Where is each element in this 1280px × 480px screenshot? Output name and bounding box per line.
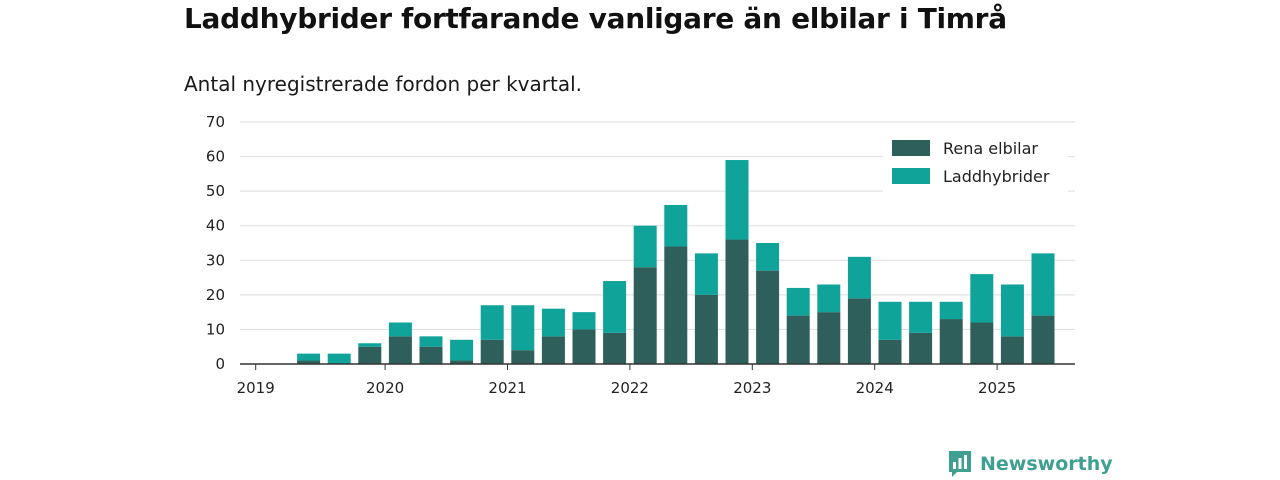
bar-laddhybrider xyxy=(1000,284,1024,337)
bar-rena-elbilar xyxy=(358,346,382,364)
y-tick-label: 70 xyxy=(206,113,225,131)
bar-laddhybrider xyxy=(939,301,963,320)
bar-rena-elbilar xyxy=(572,329,596,364)
bar-rena-elbilar xyxy=(786,315,810,364)
bar-laddhybrider xyxy=(511,305,535,351)
y-tick-label: 50 xyxy=(206,182,225,200)
bar-rena-elbilar xyxy=(388,336,412,364)
legend-swatch xyxy=(892,168,930,184)
bar-rena-elbilar xyxy=(603,332,627,364)
x-tick-label: 2022 xyxy=(611,379,649,397)
bar-rena-elbilar xyxy=(878,339,902,364)
bar-rena-elbilar xyxy=(1000,336,1024,364)
x-tick-label: 2021 xyxy=(488,379,526,397)
bar-laddhybrider xyxy=(664,204,688,247)
bar-rena-elbilar xyxy=(756,270,780,364)
bar-rena-elbilar xyxy=(939,319,963,364)
newsworthy-logo-icon xyxy=(949,451,971,477)
bar-rena-elbilar xyxy=(847,298,871,364)
bar-laddhybrider xyxy=(541,308,565,337)
brand-name: Newsworthy xyxy=(980,453,1113,475)
bar-laddhybrider xyxy=(327,353,351,364)
bar-laddhybrider xyxy=(847,256,871,299)
bar-rena-elbilar xyxy=(1031,315,1055,364)
y-tick-label: 30 xyxy=(206,251,225,269)
bar-laddhybrider xyxy=(480,305,504,340)
bar-laddhybrider xyxy=(694,253,718,295)
bar-laddhybrider xyxy=(358,343,382,347)
bar-laddhybrider xyxy=(909,301,933,333)
bar-rena-elbilar xyxy=(909,332,933,364)
bar-rena-elbilar xyxy=(511,350,535,364)
bar-rena-elbilar xyxy=(419,346,443,364)
bar-laddhybrider xyxy=(419,336,443,347)
legend-swatch xyxy=(892,140,930,156)
bar-rena-elbilar xyxy=(450,360,474,364)
bar-rena-elbilar xyxy=(817,312,841,364)
bar-laddhybrider xyxy=(725,160,749,240)
bar-rena-elbilar xyxy=(970,322,994,364)
legend-label: Laddhybrider xyxy=(943,167,1050,186)
x-tick-label: 2020 xyxy=(366,379,404,397)
bar-laddhybrider xyxy=(450,339,474,361)
bar-rena-elbilar xyxy=(725,239,749,364)
bar-laddhybrider xyxy=(756,243,780,271)
y-tick-label: 20 xyxy=(206,286,225,304)
bar-rena-elbilar xyxy=(480,339,504,364)
bar-rena-elbilar xyxy=(694,294,718,364)
bar-rena-elbilar xyxy=(297,360,321,364)
y-tick-label: 40 xyxy=(206,217,225,235)
bar-laddhybrider xyxy=(786,287,810,316)
brand-logo: Newsworthy xyxy=(948,450,1113,478)
bar-rena-elbilar xyxy=(541,336,565,364)
bar-rena-elbilar xyxy=(664,246,688,364)
x-tick-label: 2023 xyxy=(733,379,771,397)
y-tick-label: 10 xyxy=(206,320,225,338)
bar-laddhybrider xyxy=(1031,253,1055,316)
bar-laddhybrider xyxy=(633,225,657,268)
chart-subtitle: Antal nyregistrerade fordon per kvartal. xyxy=(184,72,583,96)
bar-laddhybrider xyxy=(878,301,902,340)
bar-laddhybrider xyxy=(817,284,841,313)
y-tick-label: 60 xyxy=(206,148,225,166)
bar-laddhybrider xyxy=(572,312,596,330)
bar-rena-elbilar xyxy=(633,267,657,364)
bar-laddhybrider xyxy=(297,353,321,361)
legend-label: Rena elbilar xyxy=(943,139,1038,158)
bar-laddhybrider xyxy=(603,281,627,333)
x-tick-label: 2024 xyxy=(856,379,894,397)
chart-title: Laddhybrider fortfarande vanligare än el… xyxy=(184,2,1007,35)
bar-laddhybrider xyxy=(970,274,994,323)
bar-laddhybrider xyxy=(388,322,412,337)
y-tick-label: 0 xyxy=(215,355,225,373)
x-tick-label: 2019 xyxy=(237,379,275,397)
x-tick-label: 2025 xyxy=(978,379,1016,397)
